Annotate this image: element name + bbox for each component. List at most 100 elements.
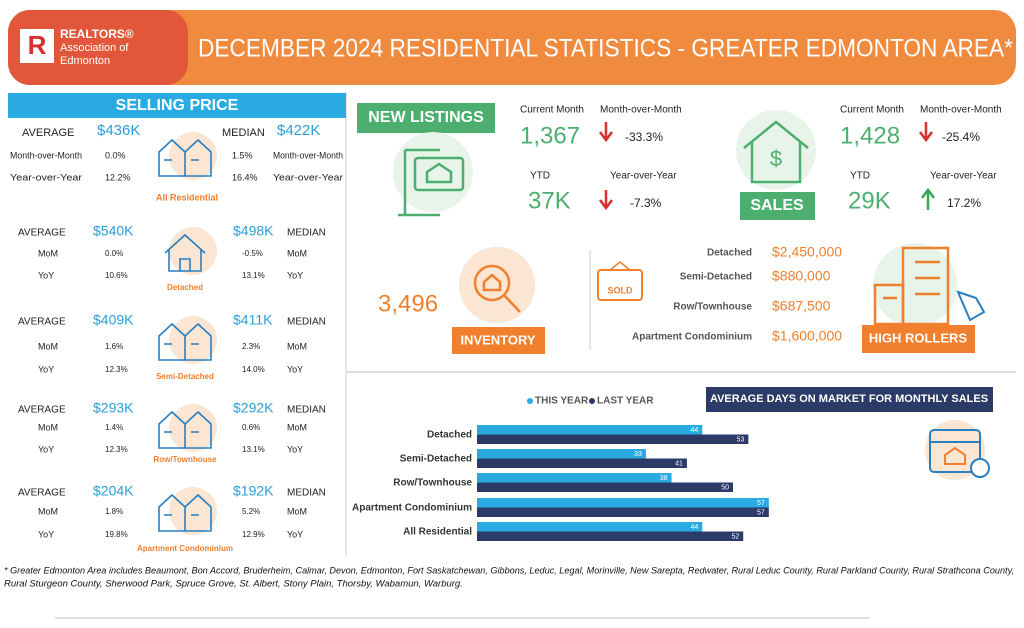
label: AVERAGE bbox=[18, 405, 66, 416]
label-box bbox=[357, 103, 495, 133]
bar-label: 38 bbox=[660, 475, 668, 482]
bar bbox=[477, 498, 769, 508]
down-arrow bbox=[599, 122, 613, 143]
page-title: DECEMBER 2024 RESIDENTIAL STATISTICS - G… bbox=[198, 35, 1013, 63]
label: MoM bbox=[38, 422, 58, 432]
label: MoM bbox=[287, 248, 307, 258]
icon-bg bbox=[873, 243, 957, 327]
group-name: Row/Townhouse bbox=[154, 455, 218, 464]
label: AVERAGE bbox=[18, 317, 66, 328]
label: YoY bbox=[38, 270, 54, 280]
label: MEDIAN bbox=[222, 127, 265, 139]
value: 1,428 bbox=[840, 122, 900, 149]
up-arrow bbox=[921, 187, 935, 210]
label: Year-over-Year bbox=[273, 172, 343, 182]
label-box bbox=[862, 325, 975, 353]
value: 13.1% bbox=[242, 271, 265, 280]
down-arrow bbox=[919, 122, 933, 143]
row-label: Apartment Condominium bbox=[632, 332, 752, 343]
category-label: Detached bbox=[427, 430, 472, 441]
value: 16.4% bbox=[232, 172, 258, 182]
value: -25.4% bbox=[942, 130, 980, 144]
chart-title: AVERAGE DAYS ON MARKET FOR MONTHLY SALES bbox=[710, 393, 988, 405]
label: AVERAGE bbox=[18, 228, 66, 239]
value: 19.8% bbox=[105, 530, 128, 539]
footnote: * Greater Edmonton Area includes Beaumon… bbox=[4, 566, 1014, 577]
category-label: All Residential bbox=[403, 527, 472, 538]
sign-text: SOLD bbox=[607, 285, 633, 295]
value: $422K bbox=[277, 122, 320, 139]
house-dollar-icon: $ bbox=[743, 120, 809, 184]
value: 12.9% bbox=[242, 530, 265, 539]
icon-bg bbox=[169, 487, 217, 535]
group-name: Apartment Condominium bbox=[137, 544, 233, 553]
down-arrow bbox=[599, 190, 613, 211]
sold-sign-icon bbox=[597, 261, 643, 301]
label: MoM bbox=[38, 341, 58, 351]
header-banner bbox=[8, 10, 1016, 85]
value: $687,500 bbox=[772, 298, 831, 314]
value: 1.8% bbox=[105, 507, 123, 516]
label-box bbox=[452, 327, 545, 354]
logo-letter: R bbox=[28, 30, 47, 60]
label: Year-over-Year bbox=[610, 171, 677, 182]
value: -7.3% bbox=[630, 196, 662, 210]
bar bbox=[477, 458, 687, 468]
label: AVERAGE bbox=[18, 488, 66, 499]
group-name: All Residential bbox=[156, 192, 218, 202]
bar-label: 57 bbox=[757, 500, 765, 507]
value: 17.2% bbox=[947, 196, 981, 210]
calendar-icon bbox=[925, 420, 990, 480]
icon-shape bbox=[158, 410, 212, 449]
icon-bg bbox=[393, 132, 473, 212]
svg-text:$: $ bbox=[770, 146, 782, 171]
bar-label: 57 bbox=[757, 509, 765, 516]
house-icon bbox=[158, 138, 212, 177]
value: 1.6% bbox=[105, 342, 123, 351]
label: MoM bbox=[38, 506, 58, 516]
value: 0.0% bbox=[105, 249, 123, 258]
icon-shape bbox=[158, 322, 212, 361]
value: $880,000 bbox=[772, 268, 831, 284]
logo-text: Edmonton bbox=[60, 55, 110, 67]
icon-bg bbox=[169, 132, 217, 180]
value: $292K bbox=[233, 400, 274, 416]
bar-label: 33 bbox=[634, 451, 642, 458]
label: MEDIAN bbox=[287, 228, 326, 239]
icon-bg bbox=[169, 316, 217, 364]
bar bbox=[477, 434, 749, 444]
label: AVERAGE bbox=[22, 127, 74, 139]
legend-label: THIS YEAR bbox=[535, 396, 589, 407]
value: $293K bbox=[93, 400, 134, 416]
label-box bbox=[740, 192, 815, 220]
value: $411K bbox=[233, 312, 273, 328]
value: 1,367 bbox=[520, 122, 580, 149]
bar bbox=[477, 507, 769, 517]
logo-text: REALTORS® bbox=[60, 27, 134, 41]
group-name: Detached bbox=[167, 283, 203, 292]
label: YoY bbox=[38, 529, 54, 539]
label: YTD bbox=[530, 171, 550, 182]
value: 10.6% bbox=[105, 271, 128, 280]
label: Month-over-Month bbox=[920, 105, 1002, 116]
label: MEDIAN bbox=[287, 317, 326, 328]
icon-bg bbox=[736, 110, 816, 190]
icon-bg bbox=[169, 404, 217, 452]
label: MoM bbox=[38, 248, 58, 258]
icon-shape bbox=[164, 233, 206, 272]
house-icon bbox=[158, 410, 212, 449]
for-sale-icon bbox=[398, 148, 465, 217]
bar-label: 50 bbox=[721, 484, 729, 491]
label: YoY bbox=[287, 444, 303, 454]
icon-bg bbox=[459, 247, 535, 323]
legend-swatch bbox=[589, 398, 595, 404]
label: YoY bbox=[287, 529, 303, 539]
bar bbox=[477, 482, 733, 492]
box-title: HIGH ROLLERS bbox=[869, 330, 968, 345]
row-label: Row/Townhouse bbox=[673, 302, 752, 313]
search-house-icon bbox=[473, 264, 521, 313]
value: $540K bbox=[93, 223, 134, 239]
value: 0.0% bbox=[105, 150, 126, 160]
